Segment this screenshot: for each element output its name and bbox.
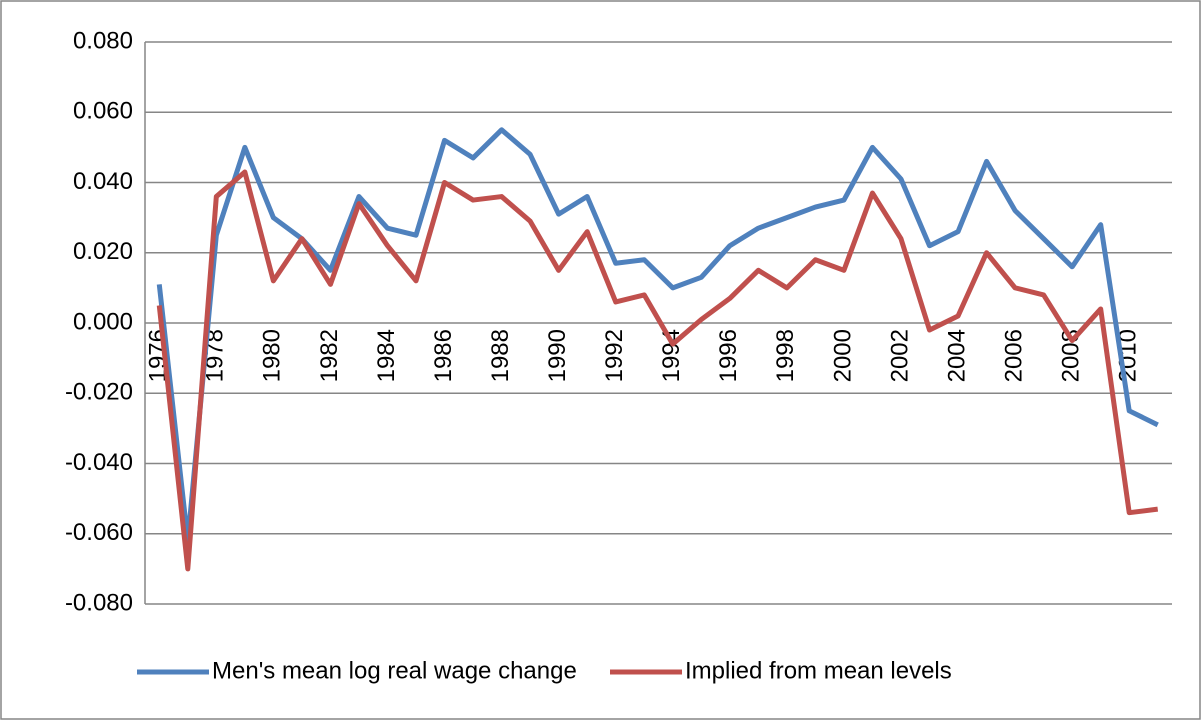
- x-tick-label: 1982: [316, 329, 343, 382]
- x-tick-label: 1998: [772, 329, 799, 382]
- series-line: [156, 127, 1159, 544]
- legend-label: Men's mean log real wage change: [212, 657, 577, 684]
- y-tick-label: 0.000: [73, 308, 133, 335]
- x-tick-label: 1990: [544, 329, 571, 382]
- legend-label: Implied from mean levels: [685, 657, 952, 684]
- x-tick-label: 2004: [943, 329, 970, 382]
- y-tick-label: -0.040: [65, 449, 133, 476]
- y-tick-label: -0.080: [65, 589, 133, 616]
- x-tick-label: 2000: [829, 329, 856, 382]
- x-tick-label: 1986: [430, 329, 457, 382]
- y-tick-label: -0.060: [65, 519, 133, 546]
- x-tick-label: 2006: [1000, 329, 1027, 382]
- series-line: [156, 169, 1159, 572]
- x-tick-label: 2002: [886, 329, 913, 382]
- x-tick-label: 1992: [601, 329, 628, 382]
- y-tick-label: 0.040: [73, 168, 133, 195]
- y-tick-label: 0.020: [73, 238, 133, 265]
- y-tick-label: 0.080: [73, 27, 133, 54]
- x-tick-label: 1980: [259, 329, 286, 382]
- x-tick-label: 1984: [373, 329, 400, 382]
- y-tick-label: -0.020: [65, 379, 133, 406]
- x-tick-label: 1988: [487, 329, 514, 382]
- y-tick-label: 0.060: [73, 98, 133, 125]
- x-tick-label: 1996: [715, 329, 742, 382]
